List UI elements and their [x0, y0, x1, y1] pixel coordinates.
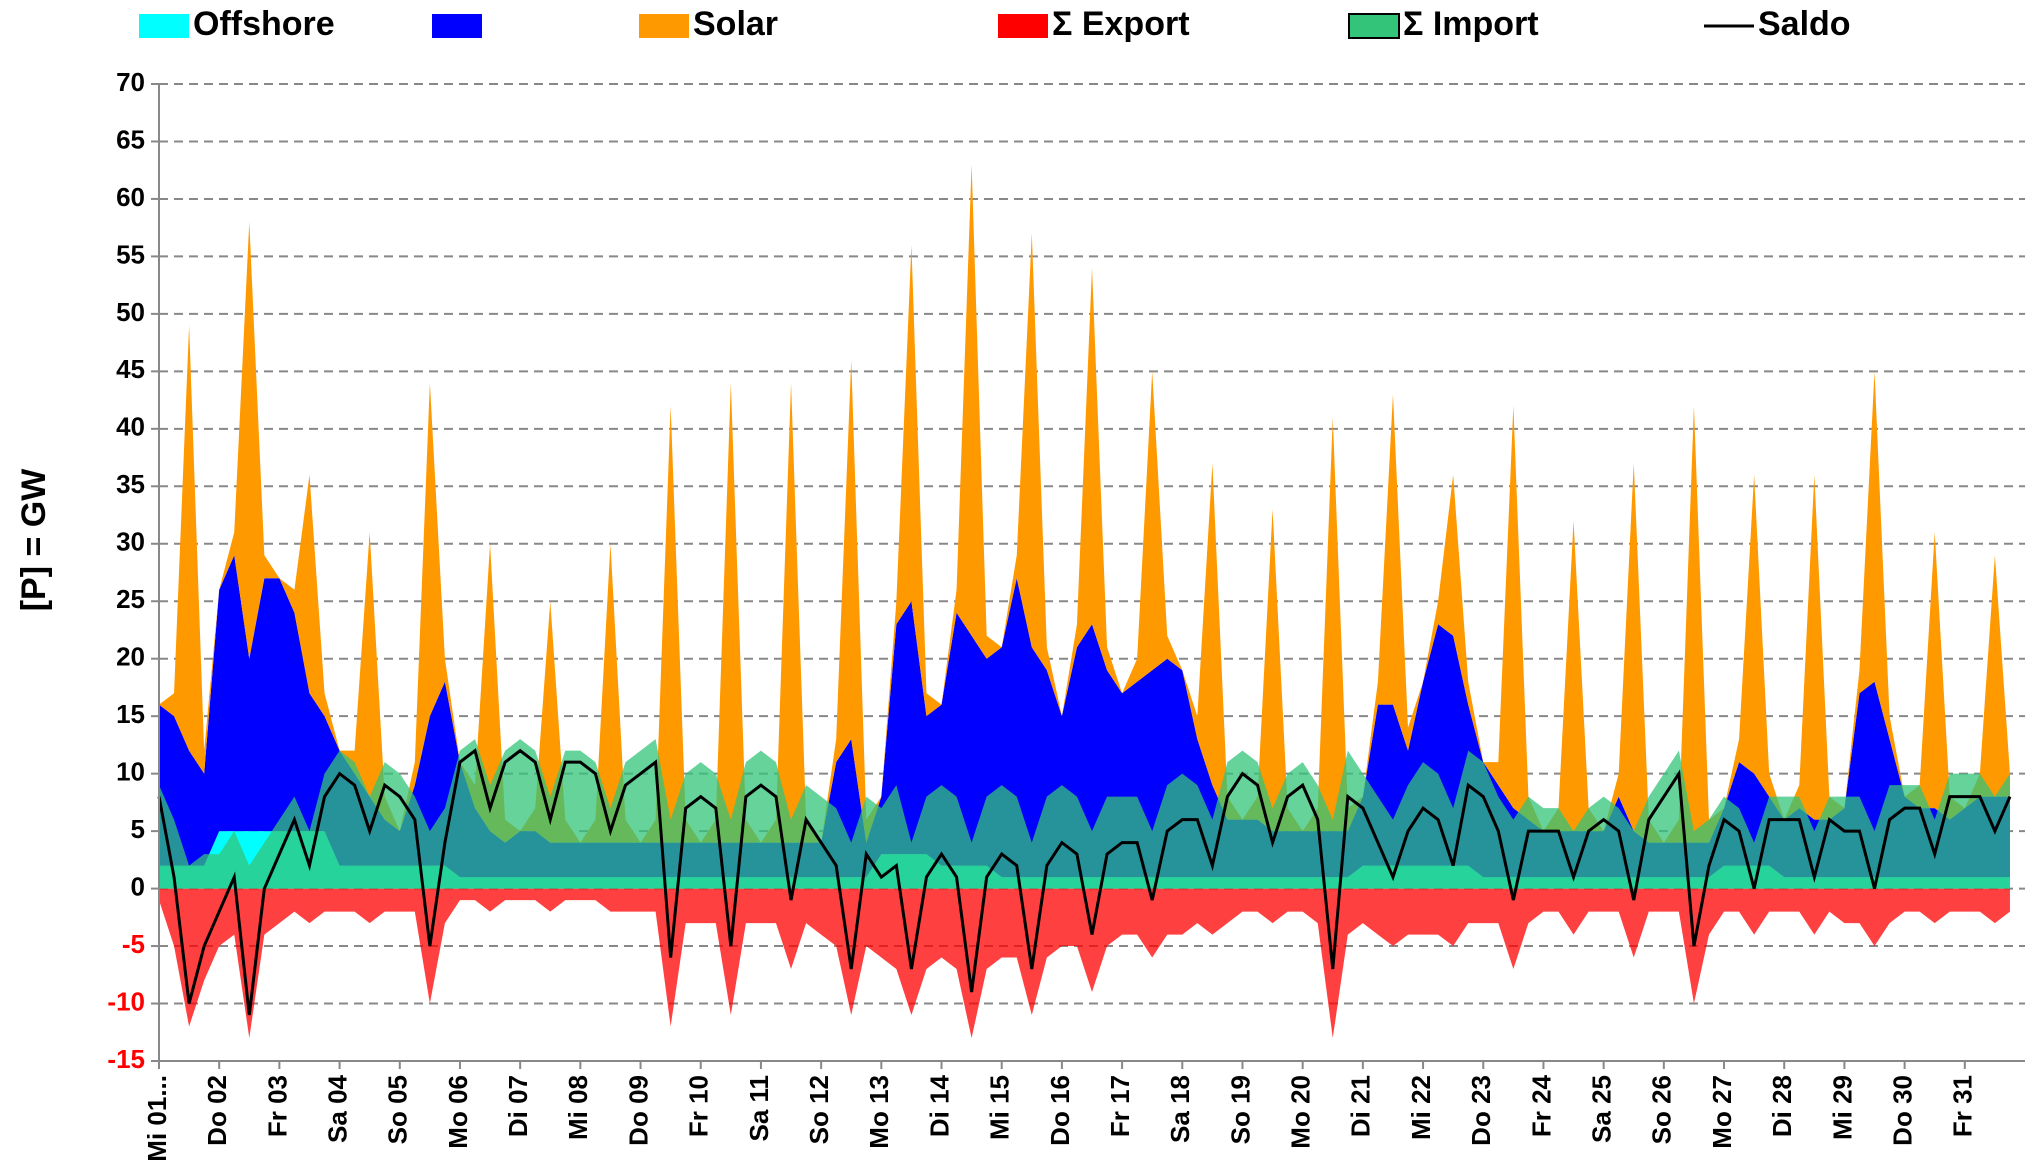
x-tick-label: Do 02 — [202, 1075, 232, 1146]
x-tick-label: Sa 25 — [1587, 1075, 1617, 1143]
legend-label: Saldo — [1758, 5, 1851, 43]
stacked-area — [159, 555, 2010, 878]
legend-label: Solar — [693, 5, 778, 43]
x-tick-label: So 26 — [1647, 1075, 1677, 1144]
x-tick-label: So 05 — [383, 1075, 413, 1144]
x-tick-label: Mi 15 — [985, 1075, 1015, 1140]
legend-swatch — [1348, 13, 1400, 39]
x-tick-label: So 12 — [804, 1075, 834, 1144]
y-tick-label: -5 — [122, 929, 145, 959]
x-tick-label: Fr 31 — [1948, 1075, 1978, 1137]
stacked-area — [159, 164, 2010, 843]
y-tick-label: 55 — [116, 239, 145, 269]
x-tick-label: So 19 — [1225, 1075, 1255, 1144]
x-tick-label: Do 09 — [623, 1075, 653, 1146]
x-tick-label: Fr 03 — [262, 1075, 292, 1137]
x-tick-label: Fr 10 — [684, 1075, 714, 1137]
x-tick-label: Fr 24 — [1526, 1074, 1556, 1137]
x-tick-label: Fr 17 — [1105, 1075, 1135, 1137]
y-tick-label: 70 — [116, 67, 145, 97]
x-tick-label: Mo 27 — [1707, 1075, 1737, 1149]
legend-swatch — [432, 14, 482, 38]
x-tick-label: Di 07 — [503, 1075, 533, 1137]
y-tick-label: -15 — [107, 1044, 145, 1074]
x-tick-label: Do 16 — [1045, 1075, 1075, 1146]
y-tick-label: 10 — [116, 757, 145, 787]
legend-swatch — [998, 14, 1048, 38]
y-tick-label: 60 — [116, 182, 145, 212]
y-tick-label: 25 — [116, 584, 145, 614]
legend-label: Σ Export — [1052, 5, 1190, 43]
x-tick-label: Di 21 — [1346, 1075, 1376, 1137]
area — [159, 739, 2010, 889]
y-tick-label: 45 — [116, 354, 145, 384]
y-tick-label: 20 — [116, 642, 145, 672]
y-tick-label: 40 — [116, 412, 145, 442]
area — [159, 888, 2010, 1039]
x-tick-label: Mo 06 — [443, 1075, 473, 1149]
x-tick-label: Di 14 — [924, 1074, 954, 1137]
x-tick-label: Mi 01... — [142, 1075, 172, 1162]
y-tick-label: 35 — [116, 469, 145, 499]
x-tick-label: Mo 20 — [1286, 1075, 1316, 1149]
legend-label: Σ Import — [1403, 5, 1539, 43]
x-tick-label: Sa 04 — [322, 1074, 352, 1142]
y-tick-label: 50 — [116, 297, 145, 327]
x-tick-label: Sa 18 — [1165, 1075, 1195, 1143]
x-tick-label: Do 30 — [1887, 1075, 1917, 1146]
x-tick-label: Mi 29 — [1827, 1075, 1857, 1140]
y-tick-label: 15 — [116, 699, 145, 729]
y-tick-label: 30 — [116, 527, 145, 557]
x-tick-label: Di 28 — [1767, 1075, 1797, 1137]
y-axis-label: [P] = GW — [15, 468, 53, 612]
line — [157, 748, 2012, 1016]
y-tick-label: -10 — [107, 986, 145, 1016]
legend-label: Offshore — [193, 5, 335, 43]
x-tick-label: Do 23 — [1466, 1075, 1496, 1146]
x-tick-label: Mo 13 — [864, 1075, 894, 1149]
y-tick-label: 65 — [116, 124, 145, 154]
legend-swatch — [639, 14, 689, 38]
x-tick-label: Mi 08 — [563, 1075, 593, 1140]
y-tick-label: 0 — [131, 871, 145, 901]
legend-swatch — [139, 14, 189, 38]
x-tick-label: Mi 22 — [1406, 1075, 1436, 1140]
y-tick-label: 5 — [131, 814, 145, 844]
x-tick-label: Sa 11 — [744, 1075, 774, 1142]
